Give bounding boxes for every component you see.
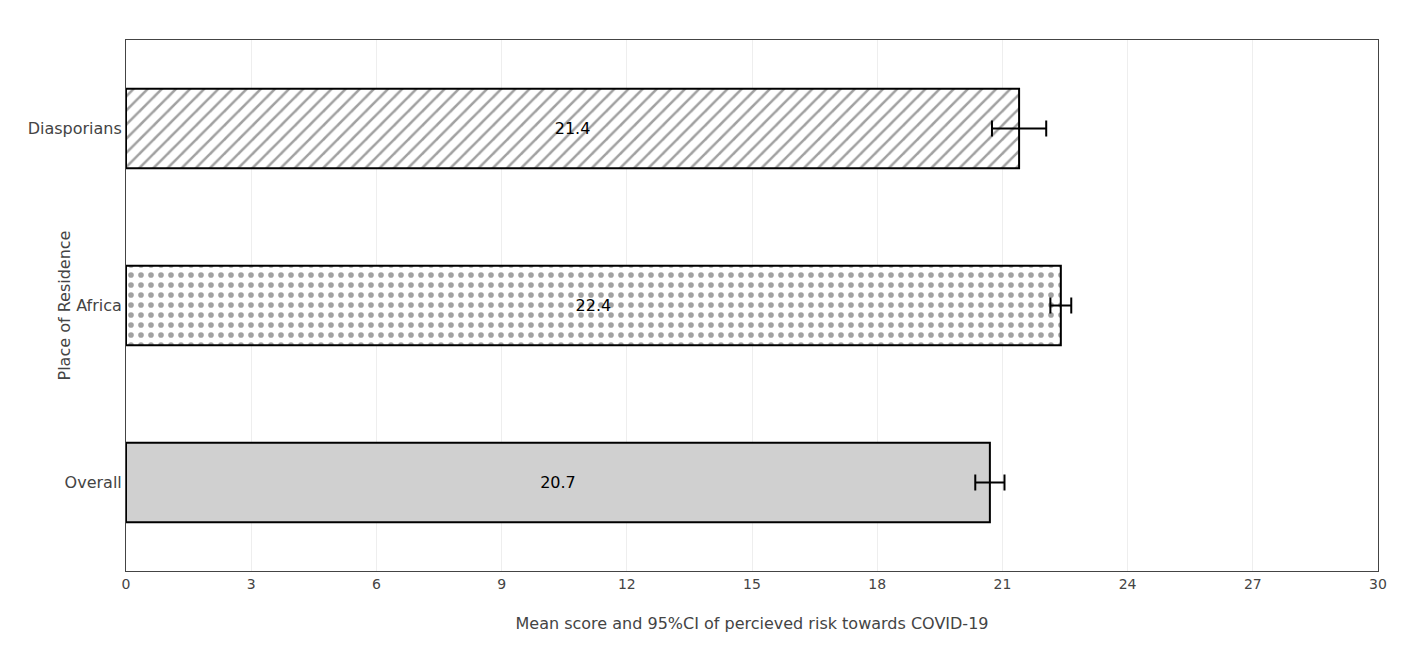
svg-text:20.7: 20.7 xyxy=(540,473,576,492)
svg-text:27: 27 xyxy=(1244,576,1262,592)
svg-text:0: 0 xyxy=(122,576,131,592)
svg-text:9: 9 xyxy=(497,576,506,592)
svg-text:3: 3 xyxy=(247,576,256,592)
svg-text:Diasporians: Diasporians xyxy=(28,119,122,138)
svg-text:Place of Residence: Place of Residence xyxy=(55,231,74,381)
svg-text:21.4: 21.4 xyxy=(555,119,591,138)
svg-text:Africa: Africa xyxy=(76,296,122,315)
svg-text:21: 21 xyxy=(993,576,1011,592)
svg-text:12: 12 xyxy=(618,576,636,592)
svg-text:Mean score and 95%CI of percie: Mean score and 95%CI of percieved risk t… xyxy=(516,614,989,633)
svg-text:Overall: Overall xyxy=(65,473,122,492)
svg-text:30: 30 xyxy=(1369,576,1387,592)
svg-text:15: 15 xyxy=(743,576,761,592)
svg-text:24: 24 xyxy=(1119,576,1137,592)
svg-text:22.4: 22.4 xyxy=(576,296,612,315)
svg-text:6: 6 xyxy=(372,576,381,592)
svg-text:18: 18 xyxy=(868,576,886,592)
